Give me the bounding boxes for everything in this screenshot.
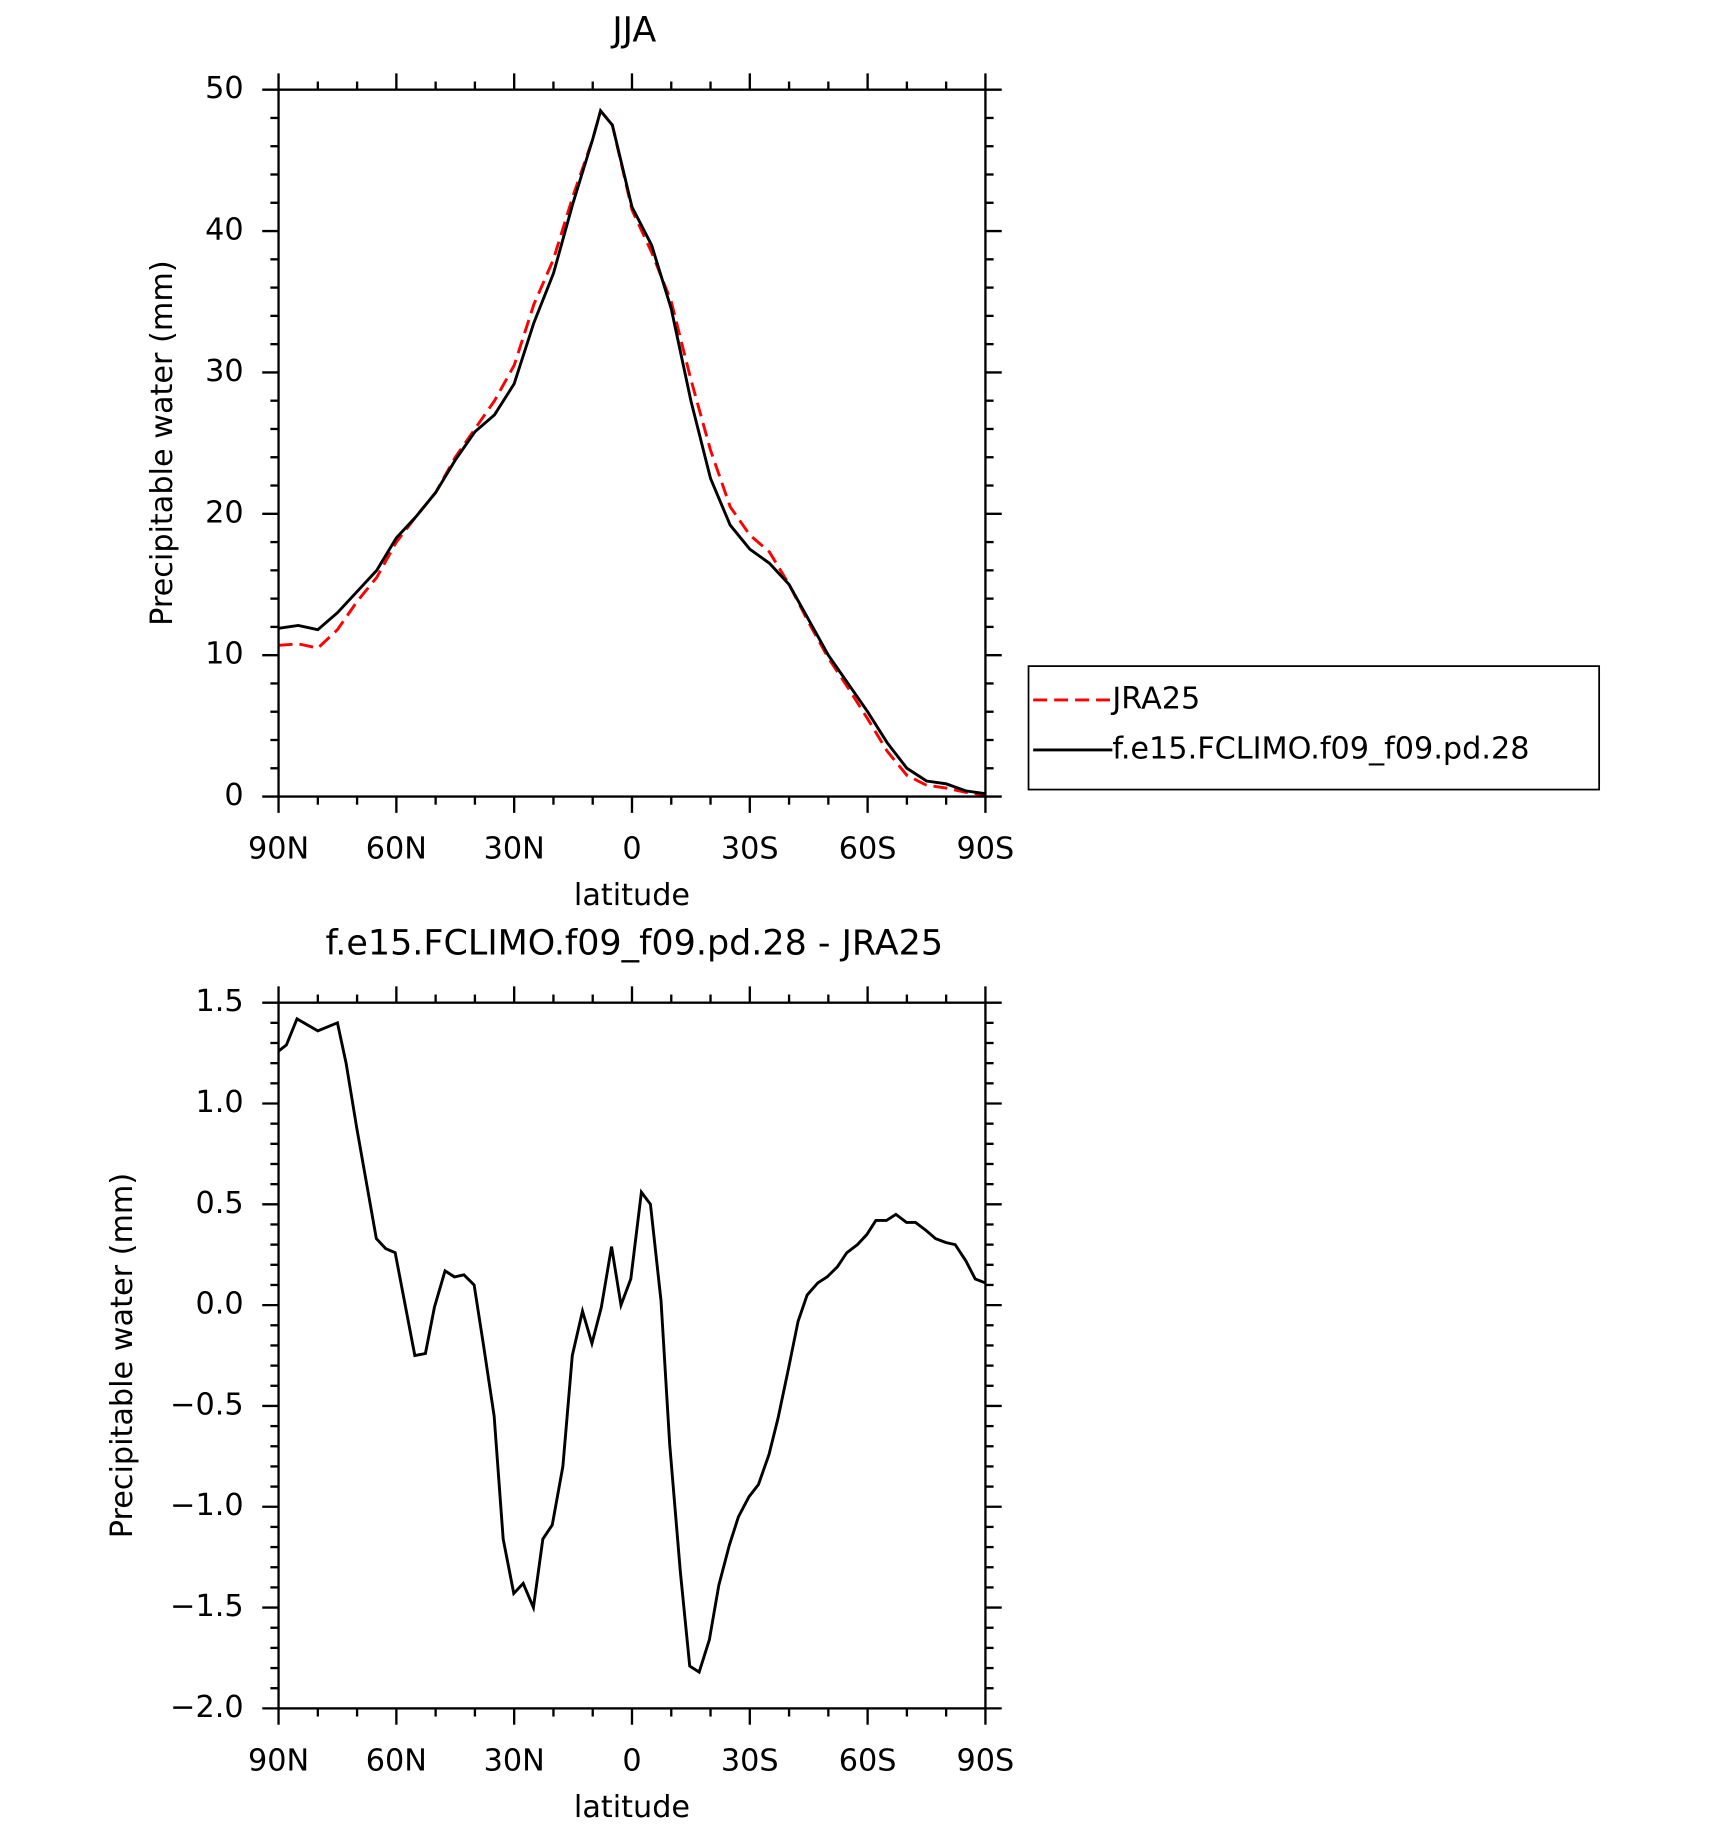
y-tick-label: 30 <box>205 354 244 389</box>
x-tick-label: 30S <box>721 1743 779 1778</box>
x-tick-label: 60N <box>366 832 427 867</box>
x-tick-label: 30N <box>484 832 545 867</box>
y-tick-label: 20 <box>205 495 244 530</box>
legend-box <box>1027 665 1601 791</box>
y-tick-label: 40 <box>205 213 244 248</box>
legend-label: JRA25 <box>1110 681 1200 716</box>
legend-label: f.e15.FCLIMO.f09_f09.pd.28 <box>1112 731 1529 766</box>
x-tick-label: 90S <box>957 832 1015 867</box>
x-tick-label: 0 <box>622 832 641 867</box>
x-tick-label: 60S <box>839 832 897 867</box>
x-tick-label: 90N <box>248 832 309 867</box>
y-tick-label: 50 <box>205 71 244 106</box>
x-tick-label: 0 <box>622 1743 641 1778</box>
x-tick-label: 60S <box>839 1743 897 1778</box>
y-tick-label: −0.5 <box>170 1387 244 1422</box>
data-line <box>278 107 986 797</box>
x-tick-label: 30S <box>721 832 779 867</box>
plot-frame <box>277 1001 987 1710</box>
y-tick-label: 0.5 <box>195 1186 243 1221</box>
y-tick-label: 1.0 <box>195 1085 243 1120</box>
y-axis-label: Precipitable water (mm) <box>145 260 180 626</box>
chart-title: JJA <box>610 10 656 50</box>
x-tick-label: 90S <box>957 1743 1015 1778</box>
x-tick-label: 60N <box>366 1743 427 1778</box>
plot-frame <box>277 88 987 798</box>
data-line <box>278 107 986 796</box>
y-tick-label: 10 <box>205 637 244 672</box>
y-axis-label: Precipitable water (mm) <box>105 1173 140 1539</box>
y-tick-label: −1.0 <box>170 1488 244 1523</box>
y-tick-label: 0.0 <box>195 1287 243 1322</box>
chart-title: f.e15.FCLIMO.f09_f09.pd.28 - JRA25 <box>326 923 944 963</box>
y-tick-label: −2.0 <box>170 1690 244 1725</box>
y-tick-label: 0 <box>224 778 243 813</box>
x-axis-label: latitude <box>574 878 690 913</box>
y-tick-label: 1.5 <box>195 984 243 1019</box>
x-tick-label: 30N <box>484 1743 545 1778</box>
y-tick-label: −1.5 <box>170 1589 244 1624</box>
data-line <box>277 1016 986 1675</box>
x-tick-label: 90N <box>248 1743 309 1778</box>
x-axis-label: latitude <box>574 1790 690 1825</box>
